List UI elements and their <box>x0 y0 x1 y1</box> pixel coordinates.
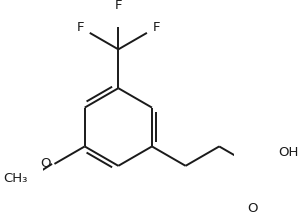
Text: F: F <box>115 0 122 12</box>
Text: CH₃: CH₃ <box>3 172 27 185</box>
Text: O: O <box>40 157 51 170</box>
Text: F: F <box>77 21 84 34</box>
Text: OH: OH <box>278 146 298 159</box>
Text: F: F <box>153 21 160 34</box>
Text: O: O <box>248 202 258 215</box>
